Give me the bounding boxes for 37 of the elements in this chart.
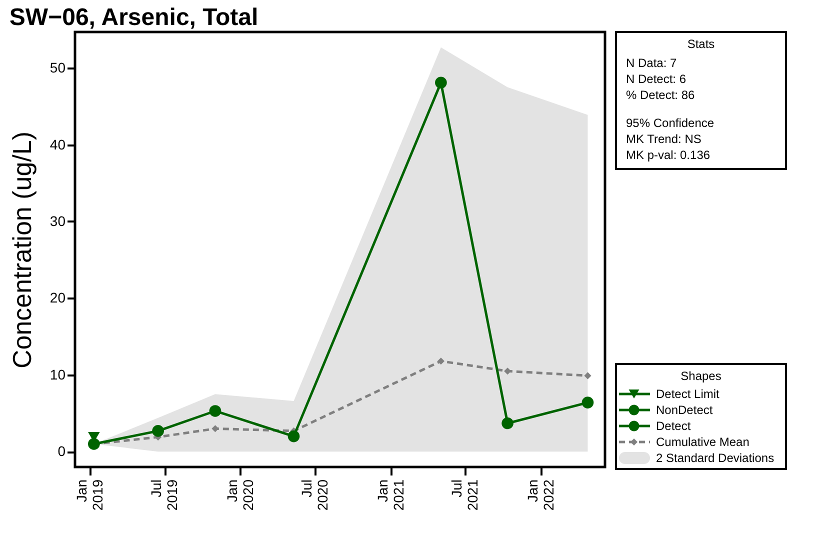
y-tick-label: 20 xyxy=(50,290,66,306)
text: MK p-val: 0.136 xyxy=(626,148,710,162)
point xyxy=(152,425,164,437)
text: Stats xyxy=(687,37,715,51)
y-tick-label: 50 xyxy=(50,60,66,76)
point xyxy=(209,405,222,417)
legend-label: Cumulative Mean xyxy=(656,435,750,449)
x-tick-label: Jan 2020 xyxy=(224,479,256,511)
y-tick-label: 40 xyxy=(50,136,66,152)
text: 95% Confidence xyxy=(626,116,714,130)
point xyxy=(88,438,100,450)
point xyxy=(584,372,592,380)
y-tick-label: 0 xyxy=(58,443,66,460)
text: N Data: 7 xyxy=(626,56,678,70)
text: 2 Standard Deviations xyxy=(656,451,774,465)
y-tick-label: 30 xyxy=(50,212,66,229)
legend-label: Detect Limit xyxy=(656,387,720,401)
x-tick-label: Jul 2021 xyxy=(448,479,481,511)
y-tick-label: 10 xyxy=(50,366,66,382)
point xyxy=(435,76,447,89)
point xyxy=(288,430,300,442)
x-tick-label: Jul 2019 xyxy=(148,479,180,511)
x-tick-label: Jan 2021 xyxy=(374,479,406,511)
chart-title: SW−06, Arsenic, Total xyxy=(9,4,258,31)
point xyxy=(502,417,514,430)
legend-label: Detect xyxy=(656,419,692,433)
x-tick-label: Jan 2019 xyxy=(74,479,106,511)
point xyxy=(582,396,594,408)
legend-label: NonDetect xyxy=(656,403,714,417)
y-axis-title: Concentration (ug/L) xyxy=(6,131,37,369)
x-tick-label: Jul 2020 xyxy=(298,479,331,511)
text: MK Trend: NS xyxy=(626,132,702,146)
text: % Detect: 86 xyxy=(626,88,696,102)
text: N Detect: 6 xyxy=(626,72,686,86)
point xyxy=(437,358,444,365)
x-tick-label: Jan 2022 xyxy=(524,479,556,511)
legend-title: Shapes xyxy=(680,369,722,383)
